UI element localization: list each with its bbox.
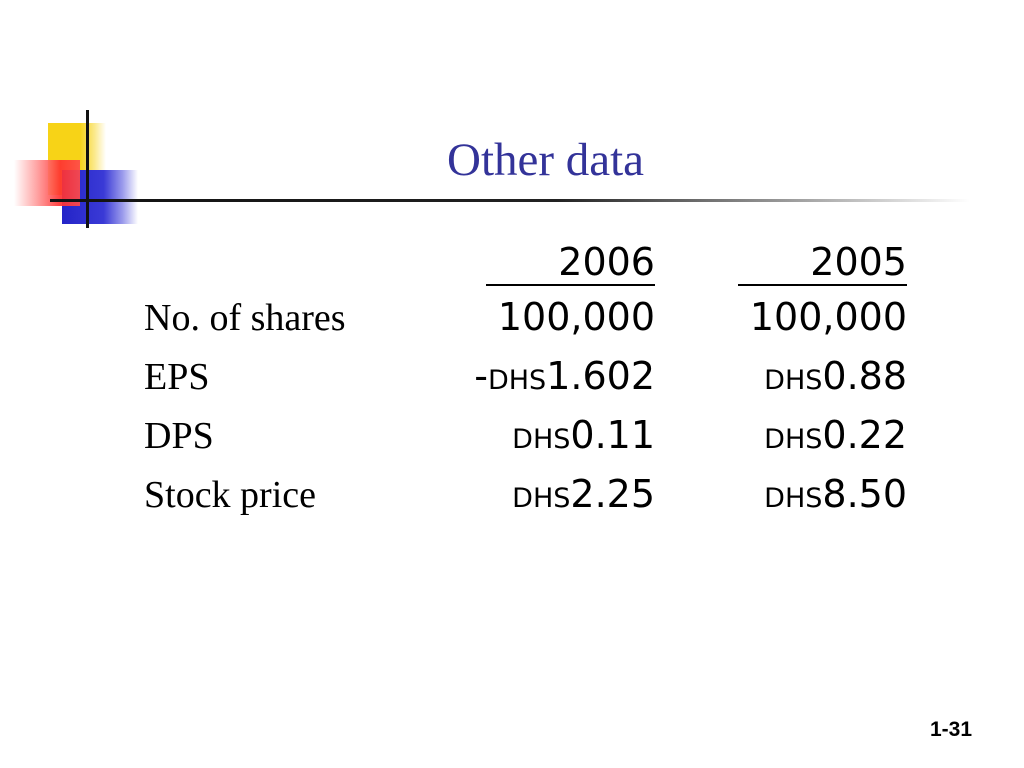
currency-label: DHS [764, 365, 823, 396]
currency-label: DHS [512, 424, 571, 455]
value-cell: DHS0.11 [455, 406, 655, 465]
value-cell: 100,000 [455, 288, 655, 347]
title-underline-rule [50, 199, 970, 202]
value-cell: DHS0.22 [707, 406, 907, 465]
value-cell: 100,000 [707, 288, 907, 347]
page-number: 1-31 [929, 718, 972, 741]
column-2005: 2005 100,000 DHS0.88 DHS0.22 DHS8.50 [707, 236, 907, 524]
value-cell: DHS0.88 [707, 347, 907, 406]
slide-title: Other data [447, 134, 645, 186]
value-prefix: - [474, 354, 488, 398]
vertical-rule-decoration [86, 110, 89, 228]
value-amount: 100,000 [497, 295, 655, 339]
year-header-cell: 2006 [455, 236, 655, 288]
year-header-2006: 2006 [486, 240, 655, 286]
value-amount: 100,000 [749, 295, 907, 339]
value-amount: 8.50 [822, 472, 907, 516]
value-cell: -DHS1.602 [455, 347, 655, 406]
row-label-eps: EPS [144, 356, 210, 398]
value-amount: 1.602 [546, 354, 655, 398]
value-amount: 2.25 [570, 472, 655, 516]
red-square-decoration [14, 160, 80, 206]
column-2006: 2006 100,000 -DHS1.602 DHS0.11 DHS2.25 [455, 236, 655, 524]
year-header-cell: 2005 [707, 236, 907, 288]
row-label-stock-price: Stock price [144, 474, 317, 516]
value-amount: 0.11 [570, 413, 655, 457]
currency-label: DHS [764, 483, 823, 514]
currency-label: DHS [487, 365, 547, 396]
row-label-shares: No. of shares [144, 297, 346, 339]
year-header-2005: 2005 [738, 240, 907, 286]
value-cell: DHS2.25 [455, 465, 655, 524]
value-cell: DHS8.50 [707, 465, 907, 524]
value-amount: 0.88 [822, 354, 907, 398]
currency-label: DHS [512, 483, 571, 514]
row-labels: No. of shares EPS DPS Stock price [144, 289, 346, 525]
currency-label: DHS [764, 424, 823, 455]
value-amount: 0.22 [822, 413, 907, 457]
row-label-dps: DPS [144, 415, 214, 457]
